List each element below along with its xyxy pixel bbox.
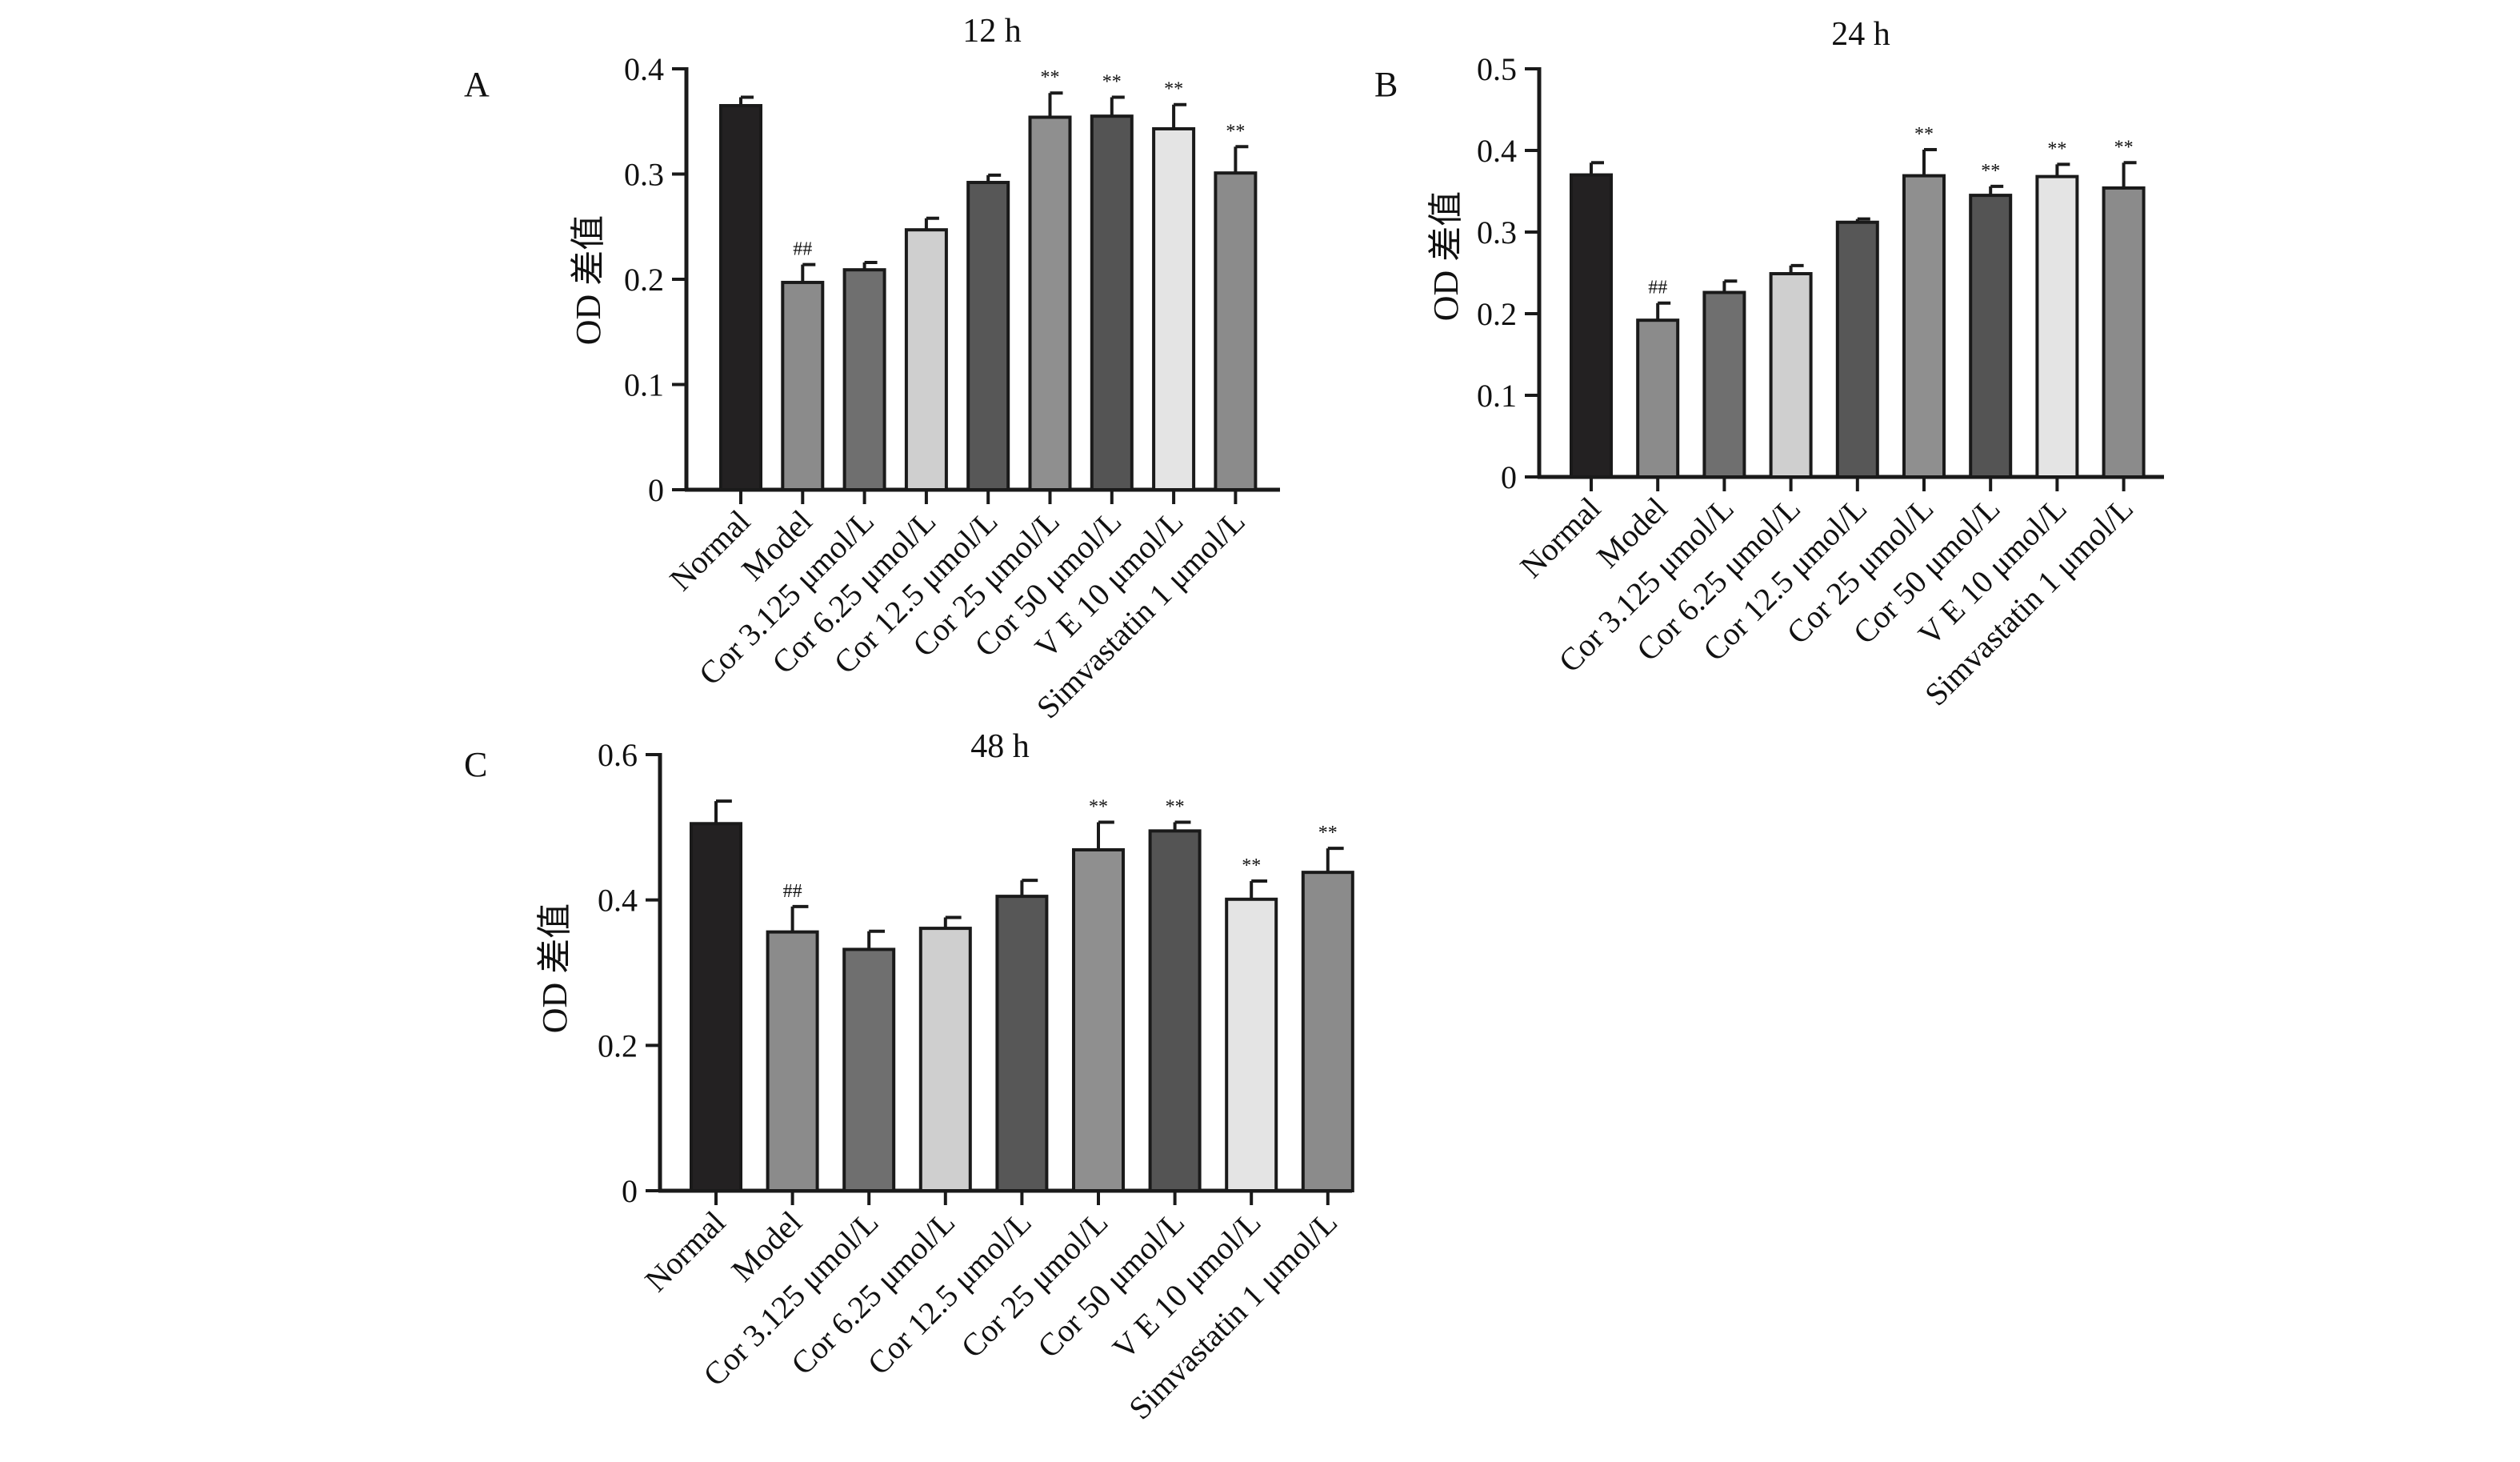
y-tick-label-b: 0.5 <box>1477 51 1517 87</box>
bar-b-9 <box>2102 186 2146 479</box>
y-tick-label-a: 0.2 <box>624 262 664 298</box>
bar-c-4 <box>918 927 972 1192</box>
bar-b-3 <box>1702 290 1746 479</box>
bar-a-2 <box>781 280 825 491</box>
significance-mark-a: ** <box>1164 79 1183 100</box>
bar-c-7 <box>1148 829 1202 1192</box>
significance-mark-b: ## <box>1648 278 1667 298</box>
category-label-a: Normal <box>662 503 757 598</box>
significance-mark-b: ** <box>1914 124 1934 145</box>
bar-c-8 <box>1225 897 1278 1192</box>
y-axis-label-b: OD 差值 <box>1426 191 1466 322</box>
significance-mark-b: ** <box>2047 138 2066 159</box>
bar-a-8 <box>1152 126 1196 492</box>
y-tick-label-b: 0 <box>1501 459 1517 495</box>
bar-a-3 <box>842 268 886 491</box>
y-tick-label-a: 0.3 <box>624 157 664 193</box>
y-tick-label-c: 0.6 <box>598 737 638 773</box>
y-tick-label-a: 0.4 <box>624 51 664 87</box>
significance-mark-b: ** <box>2114 137 2134 158</box>
significance-mark-c: ** <box>1242 855 1261 876</box>
bar-c-1 <box>690 822 742 1192</box>
y-axis-label-a: OD 差值 <box>569 215 608 346</box>
bar-a-9 <box>1214 171 1258 491</box>
significance-mark-a: ** <box>1226 121 1245 142</box>
bar-c-6 <box>1072 847 1125 1193</box>
y-tick-label-b: 0.2 <box>1477 296 1517 332</box>
category-label-c: Normal <box>638 1204 732 1299</box>
bar-b-4 <box>1769 272 1813 479</box>
panel-letter-b: B <box>1374 65 1398 104</box>
bar-a-1 <box>719 104 762 491</box>
significance-mark-b: ** <box>1981 161 2000 182</box>
y-tick-label-c: 0.4 <box>598 883 638 919</box>
significance-mark-c: ** <box>1166 796 1185 817</box>
chart-title-a: 12 h <box>962 13 1022 50</box>
y-tick-label-c: 0 <box>622 1173 638 1209</box>
y-tick-label-a: 0 <box>648 472 664 508</box>
bar-b-2 <box>1636 318 1680 479</box>
bar-a-6 <box>1028 115 1072 492</box>
y-tick-label-a: 0.1 <box>624 367 664 403</box>
chart-title-b: 24 h <box>1831 16 1890 53</box>
y-tick-label-c: 0.2 <box>598 1027 638 1063</box>
bar-b-8 <box>2035 174 2079 479</box>
bar-c-2 <box>766 930 819 1192</box>
panel-letter-a: A <box>464 65 490 104</box>
bar-c-5 <box>995 895 1049 1192</box>
bar-a-4 <box>904 228 948 491</box>
bar-b-7 <box>1969 194 2013 479</box>
y-tick-label-b: 0.3 <box>1477 214 1517 250</box>
y-axis-label-c: OD 差值 <box>535 903 574 1034</box>
panel-a: A12 hOD 差值00.10.20.30.4Normal##ModelCor … <box>464 13 1280 726</box>
bar-a-7 <box>1090 114 1134 492</box>
significance-mark-a: ** <box>1041 67 1060 88</box>
bar-c-9 <box>1301 871 1354 1193</box>
significance-mark-a: ** <box>1102 72 1122 93</box>
y-tick-label-b: 0.4 <box>1477 133 1517 169</box>
chart-title-c: 48 h <box>970 728 1030 765</box>
significance-mark-c: ** <box>1318 823 1338 843</box>
bar-a-5 <box>966 181 1010 492</box>
bar-c-3 <box>842 947 896 1193</box>
bar-b-5 <box>1835 220 1879 479</box>
significance-mark-c: ** <box>1089 796 1108 817</box>
significance-mark-c: ## <box>783 881 802 902</box>
y-tick-label-b: 0.1 <box>1477 378 1517 414</box>
category-label-b: Normal <box>1513 491 1607 585</box>
panel-letter-c: C <box>464 745 487 784</box>
panel-b: B24 hOD 差值00.10.20.30.40.5Normal##ModelC… <box>1374 16 2164 713</box>
bar-b-1 <box>1570 173 1613 479</box>
significance-mark-a: ## <box>793 239 812 260</box>
bar-b-6 <box>1902 174 1946 479</box>
